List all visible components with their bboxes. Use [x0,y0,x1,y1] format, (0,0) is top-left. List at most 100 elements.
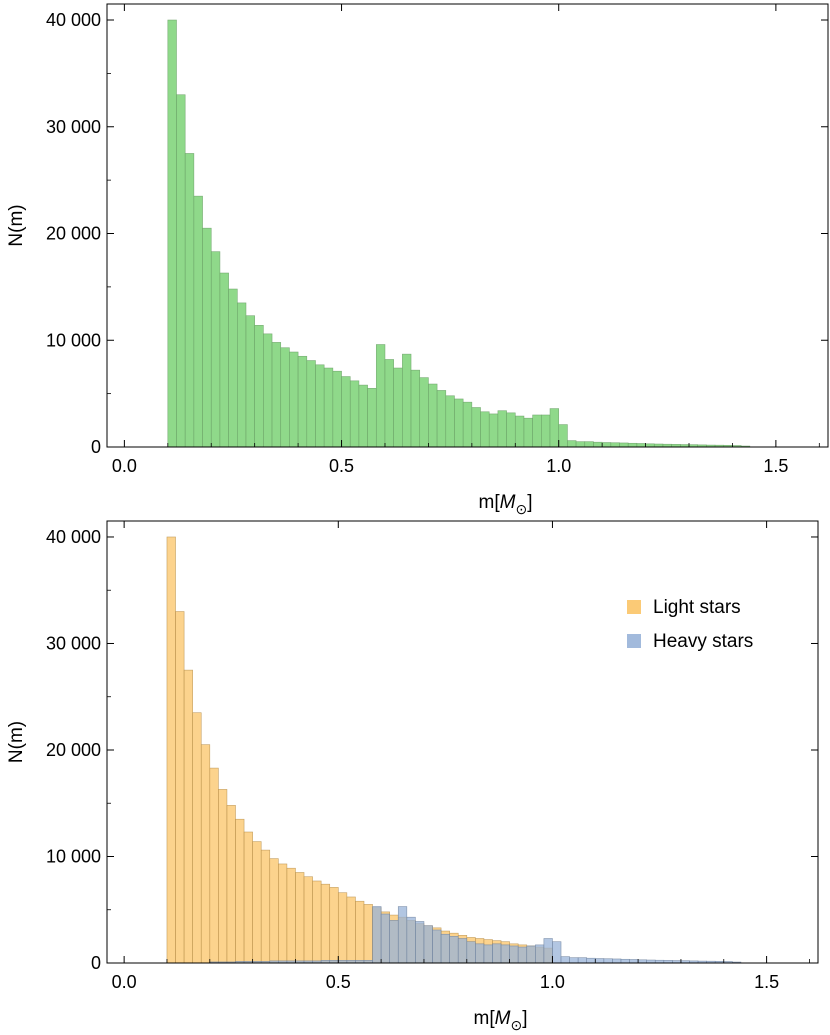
histogram-bar [218,789,228,964]
histogram-bar [526,945,536,964]
x-tick-label: 0.0 [112,456,137,476]
histogram-bar [269,858,279,964]
histogram-bar [497,410,507,448]
histogram-bar [235,818,245,964]
histogram-bar [584,441,594,448]
y-tick-label: 20 000 [46,740,101,760]
histogram-bar [532,414,542,448]
histogram-bar [337,892,348,964]
histogram-bar [286,867,296,964]
histogram-bar [586,957,596,964]
histogram-bar [454,398,464,448]
y-tick-label: 40 000 [46,527,101,547]
histogram-bar [320,883,331,964]
histogram-bar [183,669,193,964]
histogram-bar [445,395,455,448]
histogram-bar [449,936,459,964]
histogram-bar [184,153,195,448]
histogram-bar [535,944,545,964]
histogram-bar [219,272,229,448]
histogram-bar [176,94,186,448]
histogram-bar [209,767,219,964]
histogram-bar [402,353,412,448]
y-axis-title: N(m) [6,204,27,246]
histogram-bar [541,414,551,448]
histogram-bar [252,841,262,964]
y-axis-title: N(m) [6,721,27,763]
x-tick-label: 1.0 [540,972,565,992]
histogram-bar [332,370,342,448]
histogram-bar [346,896,356,964]
histogram-bar [202,227,212,448]
histogram-bar [271,342,282,448]
histogram-bar [509,945,519,964]
y-tick-label: 30 000 [46,117,101,137]
histogram-bar [237,302,247,448]
histogram-bar [523,417,533,448]
histogram-bar [492,943,502,964]
histogram-bar [419,377,429,448]
histogram-bar [440,933,450,964]
histogram-bar [192,712,202,964]
histogram-bar [610,442,620,448]
histogram-bar [629,959,639,964]
histogram-bar [575,441,586,448]
histogram-bar [567,440,577,448]
histogram-bar [263,333,273,448]
histogram-bar [260,849,271,964]
histogram-bar [278,863,288,964]
x-tick-label: 1.5 [754,972,779,992]
histogram-bar [329,887,339,964]
histogram-bar [410,369,421,448]
y-tick-label: 0 [91,437,101,457]
histogram-bar [312,880,322,964]
histogram-bar [228,288,238,448]
chart-panel-2: 0.0 0.5 1.0 1.5 0 10 000 20 000 30 000 40 000 N(m… [6,520,819,1033]
histogram-bar [627,442,638,448]
y-tick-label: 0 [91,953,101,973]
histogram-bar [415,921,425,964]
histogram-bar [210,251,221,448]
x-axis-title: m[M⊙] [474,1008,528,1033]
histogram-bar [355,900,365,964]
x-tick-label: 0.5 [329,456,354,476]
y-tick-label: 10 000 [46,330,101,350]
histogram-bar [375,344,386,448]
legend-label: Heavy stars [653,631,753,652]
histogram-bar [295,872,305,964]
histogram-bar [372,906,382,964]
histogram-bar [254,325,264,448]
histogram-bar [175,611,185,964]
series-1 [166,536,553,964]
histogram-bar [471,407,481,448]
histogram-bar [380,913,390,964]
x-tick-label: 1.0 [546,456,571,476]
y-tick-label: 30 000 [46,633,101,653]
histogram-bar [466,941,476,964]
histogram-bar [166,536,176,964]
histogram-bar [167,19,177,448]
y-tick-label: 40 000 [46,10,101,30]
histogram-bar [303,876,313,964]
histogram-bar [619,442,629,448]
histogram-bar [560,956,570,964]
histogram-bar [514,415,525,448]
histogram-bar [341,376,351,448]
chart-panel-1: 0.0 0.5 1.0 1.5 0 10 000 20 000 30 000 40 000 N(m… [6,3,829,517]
series-1 [167,19,751,448]
histogram-bar [406,916,416,964]
histogram-bar [457,938,468,964]
histogram-bar [389,920,399,964]
histogram-bar [569,957,579,964]
histogram-bar [480,411,490,448]
histogram-bar [423,925,433,964]
histogram-bar [367,387,377,448]
histogram-bar [226,805,236,964]
histogram-bar [280,347,290,448]
histogram-bar [601,442,612,448]
legend-label: Light stars [653,597,741,618]
histogram-bar [306,360,316,448]
x-axis-title: m[M⊙] [479,492,533,517]
histogram-bar [428,383,438,448]
histogram-bar [475,943,485,964]
